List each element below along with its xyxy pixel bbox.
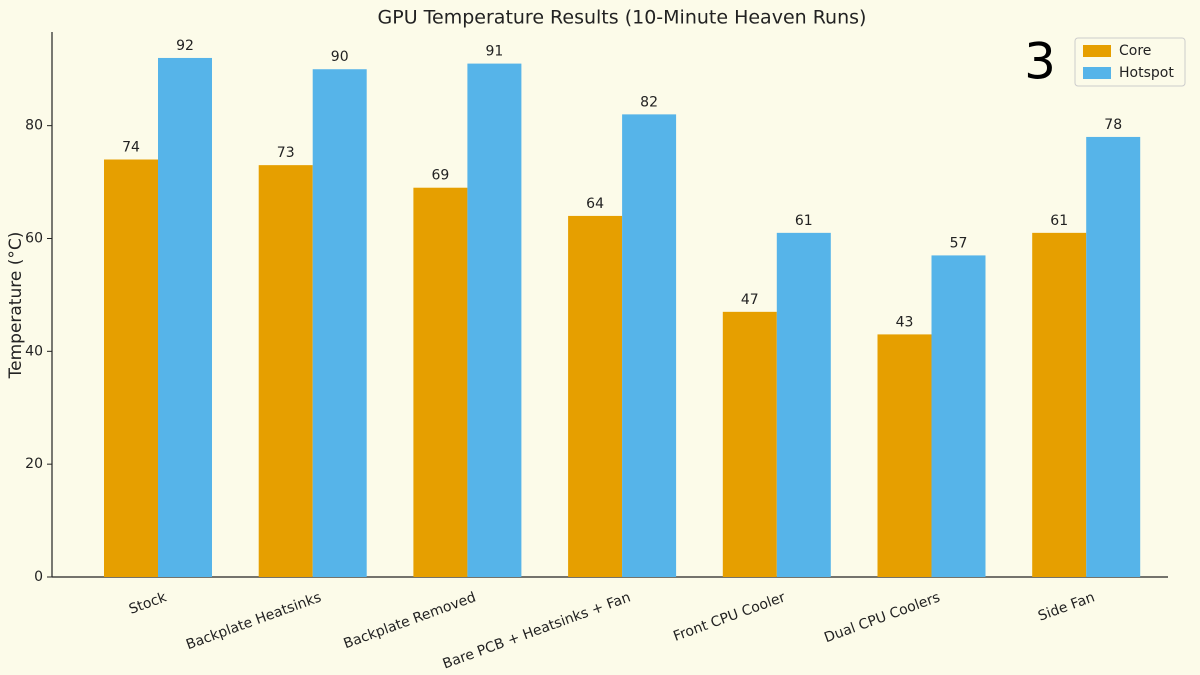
y-tick-label: 80	[25, 118, 43, 134]
x-tick-label: Dual CPU Coolers	[822, 589, 942, 646]
value-label: 43	[896, 314, 914, 330]
bar	[104, 159, 158, 577]
y-tick-label: 40	[25, 343, 43, 359]
value-label: 47	[741, 292, 759, 308]
value-label: 73	[277, 145, 295, 161]
y-tick-label: 60	[25, 230, 43, 246]
legend-swatch	[1083, 67, 1111, 79]
bar	[1086, 136, 1141, 578]
x-tick-label: Stock	[127, 589, 170, 618]
bar	[413, 187, 468, 577]
legend-label: Core	[1119, 43, 1151, 59]
legend-label: Hotspot	[1119, 65, 1174, 81]
chart-title: GPU Temperature Results (10-Minute Heave…	[378, 7, 867, 29]
value-label: 69	[431, 168, 449, 184]
bar	[312, 69, 367, 577]
value-label: 92	[176, 38, 194, 54]
bar	[568, 215, 623, 577]
value-label: 57	[950, 235, 968, 251]
bar	[1032, 232, 1087, 577]
bar	[467, 63, 522, 578]
value-label: 61	[795, 213, 813, 229]
bar	[877, 334, 932, 577]
value-label: 82	[640, 94, 658, 110]
y-tick-label: 0	[34, 569, 43, 585]
x-tick-label: Backplate Heatsinks	[184, 589, 323, 653]
bar	[776, 232, 831, 577]
value-label: 78	[1104, 117, 1122, 133]
y-tick-label: 20	[25, 456, 43, 472]
badge: 3	[1024, 33, 1056, 91]
bar	[622, 114, 677, 577]
x-tick-label: Backplate Removed	[341, 589, 478, 652]
value-label: 61	[1050, 213, 1068, 229]
x-tick-label: Side Fan	[1036, 589, 1097, 624]
bar	[258, 165, 313, 577]
value-label: 91	[485, 44, 503, 60]
value-label: 74	[122, 140, 140, 156]
bar	[722, 311, 777, 577]
x-tick-label: Front CPU Cooler	[671, 589, 788, 644]
value-label: 90	[331, 49, 349, 65]
bar	[158, 57, 212, 577]
y-axis-label: Temperature (°C)	[6, 232, 26, 380]
bar	[931, 255, 986, 578]
value-label: 64	[586, 196, 604, 212]
legend-swatch	[1083, 45, 1111, 57]
